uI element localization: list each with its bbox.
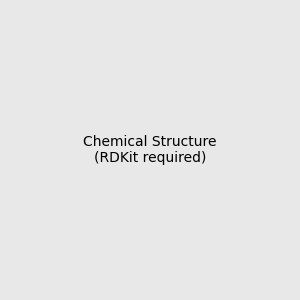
Text: Chemical Structure
(RDKit required): Chemical Structure (RDKit required): [83, 135, 217, 165]
